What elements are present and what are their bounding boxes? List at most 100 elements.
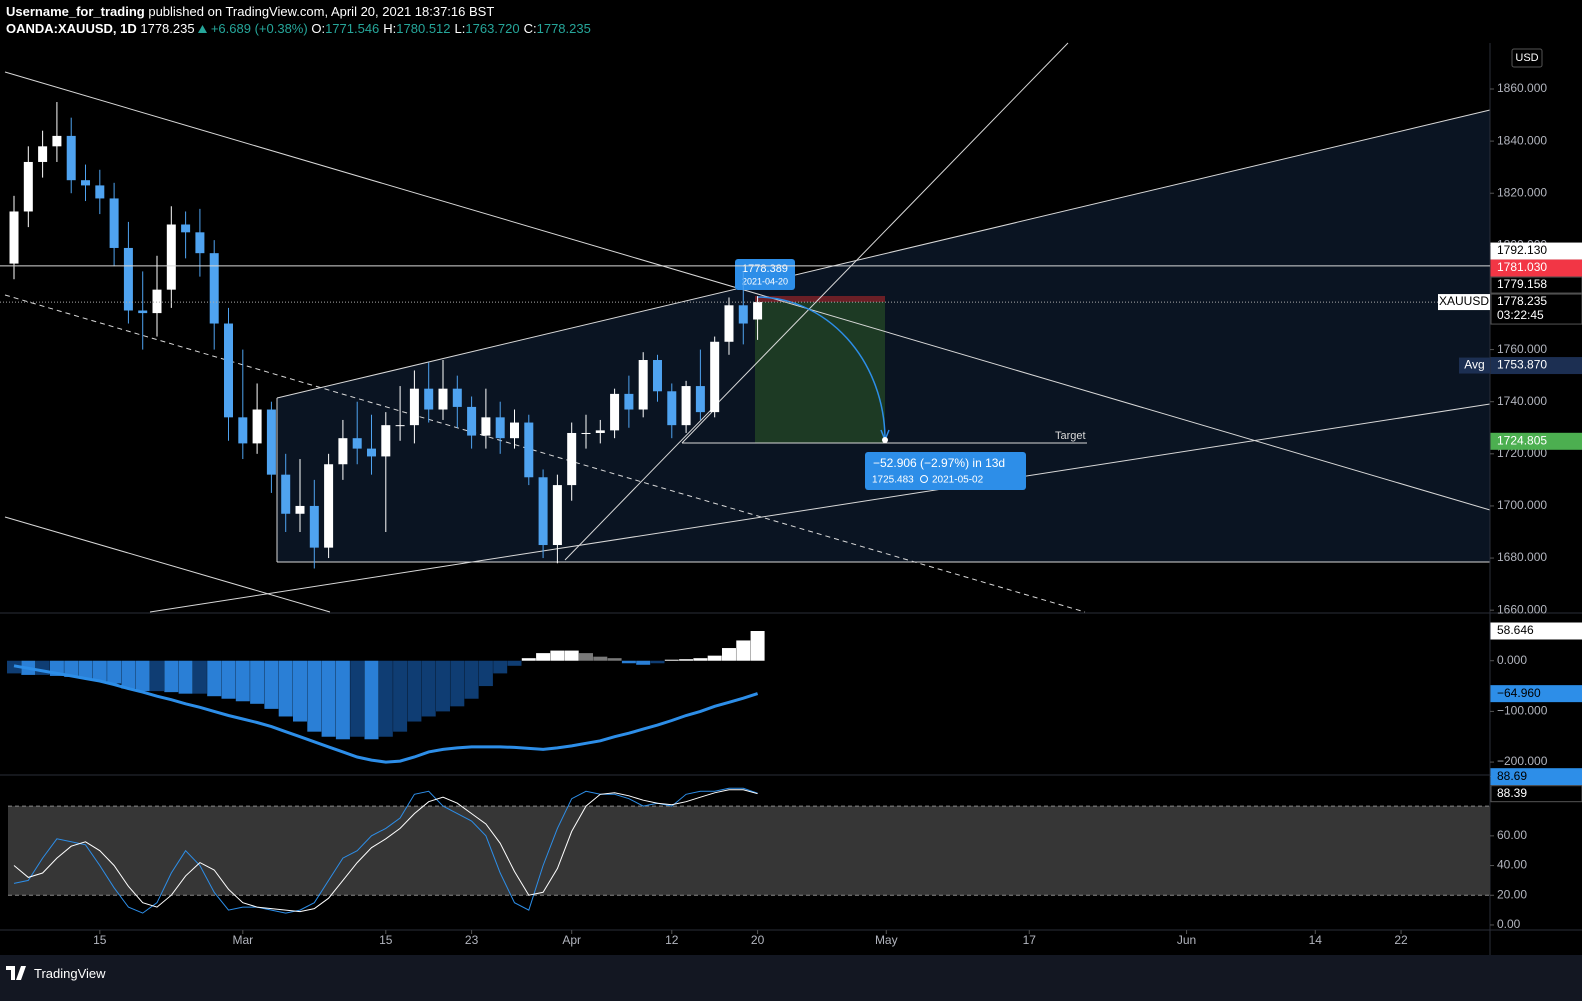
- line: [13, 789, 758, 913]
- x-tick-label: 17: [1023, 933, 1037, 947]
- footer: TradingView: [0, 955, 1582, 1001]
- price-label: 1724.805: [1497, 433, 1547, 447]
- price-label: 1781.030: [1497, 260, 1547, 274]
- ohlc-value: 1771.546: [325, 21, 380, 36]
- candle-body: [667, 391, 677, 426]
- tag: XAUUSD: [1439, 294, 1489, 308]
- histogram-bar: [250, 660, 265, 704]
- histogram-bar: [192, 660, 207, 694]
- histogram-bar: [335, 660, 350, 740]
- histogram-bar: [393, 660, 408, 732]
- countdown: 03:22:45: [1497, 308, 1544, 322]
- price-label: 1779.158: [1497, 277, 1547, 291]
- entry-box: [735, 259, 795, 290]
- histogram-bar: [150, 660, 165, 692]
- tag: Avg: [1464, 358, 1484, 372]
- histogram-bar: [578, 653, 593, 661]
- candle-body: [338, 438, 348, 465]
- entry-date: 2021-04-20: [742, 276, 788, 286]
- price-label: 88.39: [1497, 786, 1527, 800]
- histogram-bar: [621, 660, 636, 664]
- candle-body: [81, 180, 91, 186]
- result: −52.906 (−2.97%) in 13d: [873, 456, 1005, 470]
- last-price: 1778.235: [140, 21, 195, 36]
- symbol-line: OANDA:XAUUSD, 1D 1778.235 +6.689 (+0.38%…: [6, 20, 595, 37]
- drawings: [4, 42, 1491, 613]
- candle-body: [23, 161, 33, 212]
- histogram-bar: [478, 660, 493, 687]
- y-tick-label: 40.00: [1497, 858, 1527, 872]
- candle-body: [352, 438, 362, 449]
- histogram-bar: [679, 659, 694, 661]
- histogram-bar: [564, 650, 579, 661]
- price-label-box: [1490, 768, 1582, 786]
- histogram-bar: [707, 655, 722, 661]
- price-label-box: [1490, 357, 1582, 375]
- candle-body: [252, 409, 262, 444]
- candle-body: [452, 388, 462, 407]
- histogram-bar: [607, 658, 622, 661]
- y-tick-label: 60.00: [1497, 828, 1527, 842]
- ohlc-value: 1763.720: [465, 21, 520, 36]
- candle-body: [224, 323, 234, 418]
- histogram-bar: [750, 631, 765, 661]
- price-label-box: [1490, 293, 1582, 325]
- histogram-bar: [364, 660, 379, 740]
- trendline: [681, 411, 713, 444]
- ohlc-key: O:: [311, 21, 326, 36]
- currency-box: [1511, 48, 1543, 68]
- histogram-bar: [650, 660, 665, 664]
- histogram-bar: [350, 660, 365, 737]
- tag-box: [1459, 357, 1490, 374]
- candle-body: [152, 289, 162, 314]
- histogram-bar: [78, 660, 93, 679]
- price-label: −64.960: [1497, 686, 1541, 700]
- candle-body: [52, 135, 62, 147]
- clock-icon: [920, 475, 928, 483]
- candle-body: [166, 224, 176, 290]
- line: [13, 664, 759, 764]
- x-tick-label: 23: [465, 933, 479, 947]
- candle-body: [467, 406, 477, 436]
- histogram-bar: [321, 660, 336, 737]
- price-label: 58.646: [1497, 623, 1534, 637]
- candle-body: [181, 224, 191, 233]
- price-label-box: [1490, 242, 1582, 260]
- histogram-bar: [435, 660, 450, 712]
- histogram-bar: [593, 656, 608, 661]
- y-tick-label: −200.000: [1497, 754, 1548, 768]
- y-tick-label: 0.000: [1497, 653, 1527, 667]
- candle-body: [495, 417, 505, 439]
- histogram-bar: [493, 660, 508, 674]
- candle-body: [381, 425, 391, 457]
- histogram-bar: [264, 660, 279, 709]
- y-tick-label: 1820.000: [1497, 185, 1547, 199]
- trendline: [4, 516, 331, 613]
- histogram-bar: [64, 660, 79, 677]
- candle-body: [438, 388, 448, 410]
- header: Username_for_trading published on Tradin…: [6, 3, 595, 37]
- histogram-bar: [407, 660, 422, 722]
- trendline: [149, 403, 1491, 613]
- y-tick-label: 1660.000: [1497, 602, 1547, 616]
- candle-body: [66, 135, 76, 181]
- author: Username_for_trading: [6, 4, 145, 19]
- currency: USD: [1515, 52, 1538, 64]
- candle-body: [281, 474, 291, 514]
- candle-body: [624, 393, 634, 410]
- symbol: OANDA:XAUUSD, 1D: [6, 21, 137, 36]
- candle-body: [695, 386, 705, 413]
- result-price: 1725.483: [872, 475, 914, 486]
- price-label-box: [1490, 622, 1582, 640]
- histogram-bar: [121, 660, 136, 689]
- histogram-bar: [521, 658, 536, 661]
- chart: USD Target 1778.389 2021-04-20 −52.906 (…: [0, 42, 1582, 955]
- logo: [6, 966, 26, 980]
- price-label-box: [1490, 685, 1582, 703]
- candle-body: [681, 386, 691, 426]
- candle-body: [552, 485, 562, 546]
- ohlc-key: H:: [383, 21, 397, 36]
- y-tick-label: 1760.000: [1497, 342, 1547, 356]
- histogram-bar: [278, 660, 293, 717]
